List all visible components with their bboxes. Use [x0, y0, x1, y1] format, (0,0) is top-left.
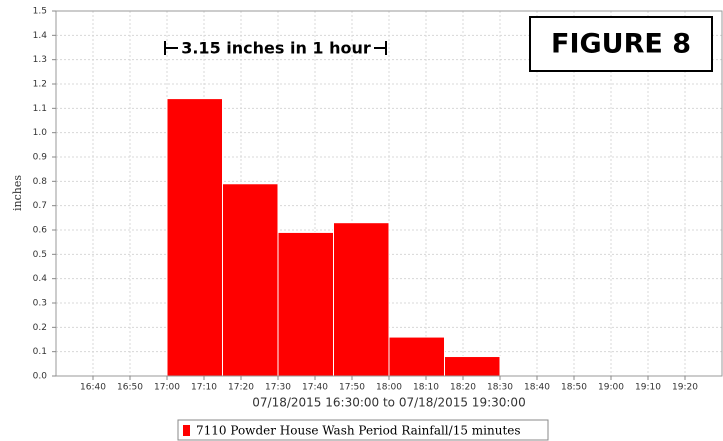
- y-tick-label: 0.6: [33, 226, 48, 236]
- bar: [444, 356, 501, 377]
- y-tick-label: 1.4: [33, 31, 48, 41]
- x-tick-label: 19:00: [598, 383, 624, 393]
- y-tick-label: 1.5: [33, 7, 47, 17]
- y-tick-label: 0.3: [33, 299, 47, 309]
- x-tick-label: 19:20: [672, 383, 698, 393]
- y-tick-label: 0.4: [33, 274, 48, 284]
- x-tick-label: 18:40: [524, 383, 550, 393]
- y-tick-label: 0.0: [33, 372, 48, 382]
- legend: 7110 Powder House Wash Period Rainfall/1…: [177, 419, 549, 441]
- y-tick-label: 1.2: [33, 80, 47, 90]
- figure-label: FIGURE 8: [551, 29, 691, 60]
- bar: [166, 98, 223, 377]
- x-tick-label: 17:10: [191, 383, 217, 393]
- legend-swatch: [183, 425, 190, 436]
- bar: [333, 222, 390, 377]
- x-tick-label: 17:20: [228, 383, 254, 393]
- x-tick-label: 19:10: [635, 383, 661, 393]
- y-tick-label: 1.3: [33, 55, 47, 65]
- x-tick-label: 16:50: [117, 383, 143, 393]
- x-tick-label: 18:20: [450, 383, 476, 393]
- x-tick-label: 17:40: [302, 383, 328, 393]
- plot: [166, 98, 501, 377]
- x-tick-label: 18:10: [413, 383, 439, 393]
- y-tick-label: 0.2: [33, 323, 47, 333]
- y-tick-label: 0.7: [33, 201, 47, 211]
- y-tick-label: 0.5: [33, 250, 47, 260]
- x-tick-label: 17:00: [154, 383, 180, 393]
- bar: [277, 231, 334, 377]
- legend-box: [177, 419, 549, 441]
- y-axis-label: inches: [11, 175, 24, 211]
- bar: [222, 183, 279, 377]
- y-tick-label: 1.0: [33, 128, 48, 138]
- y-tick-label: 0.9: [33, 153, 48, 163]
- annotation: 3.15 inches in 1 hour: [181, 39, 371, 58]
- x-tick-label: 16:40: [80, 383, 106, 393]
- y-tick-label: 1.1: [33, 104, 47, 114]
- x-tick-label: 17:50: [339, 383, 365, 393]
- x-tick-label: 18:30: [487, 383, 513, 393]
- x-axis-label: 07/18/2015 16:30:00 to 07/18/2015 19:30:…: [252, 396, 525, 410]
- y-tick-label: 0.1: [33, 347, 47, 357]
- annotation-bracket: [164, 41, 387, 55]
- x-tick-label: 18:50: [561, 383, 587, 393]
- x-tick-label: 17:30: [265, 383, 291, 393]
- x-tick-label: 18:00: [376, 383, 402, 393]
- bar: [388, 336, 445, 377]
- legend-label: 7110 Powder House Wash Period Rainfall/1…: [196, 424, 521, 438]
- figure-box: [529, 16, 713, 72]
- y-tick-label: 0.8: [33, 177, 48, 187]
